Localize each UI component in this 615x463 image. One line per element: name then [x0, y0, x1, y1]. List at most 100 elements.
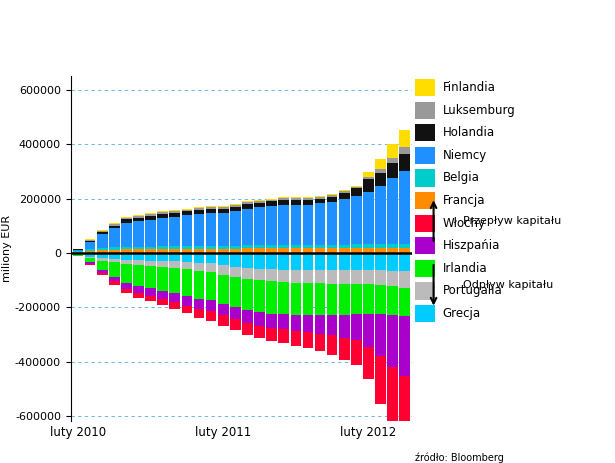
Text: Luksemburg: Luksemburg — [443, 104, 515, 117]
Bar — [73, 252, 83, 253]
Bar — [254, 203, 265, 207]
Bar — [170, 253, 180, 261]
Bar — [170, 302, 180, 309]
Bar — [375, 253, 386, 270]
Bar — [145, 213, 156, 214]
Bar — [218, 275, 229, 304]
Bar — [279, 314, 289, 329]
Bar — [97, 258, 108, 261]
Bar — [85, 253, 95, 257]
Bar — [157, 212, 168, 213]
Bar — [242, 279, 253, 310]
Bar — [290, 248, 301, 253]
Bar — [181, 246, 192, 249]
Bar — [218, 315, 229, 326]
Bar — [230, 277, 240, 307]
Bar — [415, 79, 435, 96]
Bar — [279, 253, 289, 270]
Bar — [218, 213, 229, 246]
Bar — [206, 206, 216, 207]
Bar — [315, 197, 325, 199]
Bar — [218, 209, 229, 213]
Bar — [400, 316, 410, 375]
Bar — [351, 284, 362, 314]
Bar — [315, 283, 325, 315]
Bar — [266, 199, 277, 200]
Bar — [266, 328, 277, 341]
Bar — [254, 326, 265, 338]
Bar — [170, 246, 180, 249]
Bar — [206, 207, 216, 209]
Bar — [242, 201, 253, 202]
Bar — [121, 288, 132, 293]
Bar — [206, 272, 216, 300]
Bar — [339, 270, 349, 284]
Bar — [303, 205, 313, 245]
Bar — [303, 253, 313, 270]
Text: Belgia: Belgia — [443, 171, 480, 184]
Bar — [327, 253, 338, 270]
Bar — [387, 315, 398, 367]
Bar — [327, 335, 338, 355]
Bar — [279, 205, 289, 245]
Bar — [194, 208, 204, 210]
Bar — [351, 186, 362, 187]
Bar — [279, 198, 289, 200]
Bar — [218, 246, 229, 249]
Bar — [315, 270, 325, 283]
Bar — [230, 267, 240, 277]
Bar — [230, 211, 240, 245]
Bar — [242, 310, 253, 323]
Bar — [303, 198, 313, 200]
Bar — [218, 253, 229, 265]
Bar — [315, 334, 325, 351]
Bar — [97, 250, 108, 253]
Bar — [194, 249, 204, 253]
Bar — [181, 212, 192, 215]
Bar — [121, 219, 132, 223]
Bar — [157, 267, 168, 291]
Bar — [387, 270, 398, 286]
Bar — [415, 214, 435, 232]
Bar — [145, 296, 156, 301]
Bar — [375, 186, 386, 244]
Bar — [109, 223, 120, 224]
Bar — [415, 237, 435, 254]
Bar — [266, 201, 277, 206]
Bar — [266, 206, 277, 245]
Bar — [315, 199, 325, 203]
Bar — [170, 261, 180, 268]
Bar — [400, 154, 410, 171]
Bar — [206, 249, 216, 253]
Bar — [254, 248, 265, 253]
Bar — [206, 213, 216, 246]
Bar — [290, 253, 301, 270]
Bar — [230, 319, 240, 330]
Bar — [339, 244, 349, 248]
Bar — [157, 261, 168, 267]
Text: Grecja: Grecja — [443, 307, 481, 320]
Bar — [194, 207, 204, 208]
Bar — [400, 253, 410, 271]
Bar — [327, 244, 338, 248]
Bar — [375, 169, 386, 173]
Bar — [109, 228, 120, 247]
Text: Francja: Francja — [443, 194, 485, 207]
Bar — [145, 220, 156, 247]
Bar — [157, 246, 168, 249]
Bar — [363, 172, 374, 177]
Bar — [339, 248, 349, 253]
Bar — [206, 246, 216, 249]
Bar — [415, 102, 435, 119]
Bar — [400, 248, 410, 253]
Bar — [387, 178, 398, 244]
Bar — [133, 249, 144, 253]
Bar — [133, 215, 144, 216]
Bar — [400, 171, 410, 244]
Bar — [400, 375, 410, 455]
Bar — [73, 253, 83, 254]
Bar — [387, 286, 398, 315]
Bar — [97, 248, 108, 250]
Bar — [181, 249, 192, 253]
Bar — [206, 311, 216, 320]
